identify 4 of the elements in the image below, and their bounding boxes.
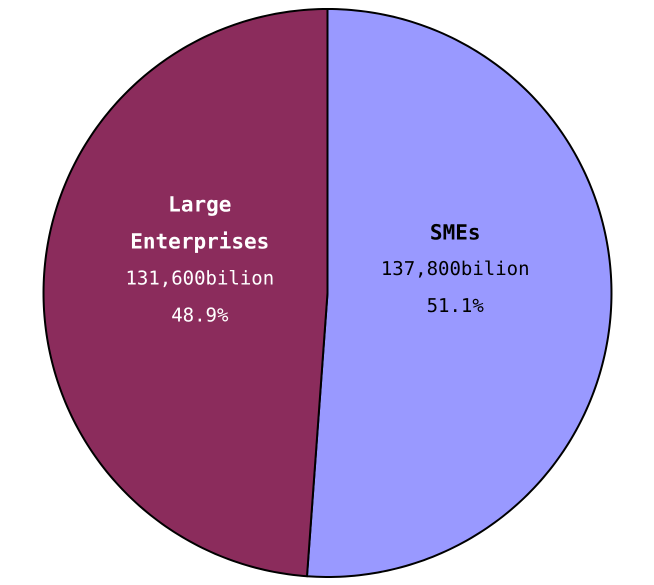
data-label: 131,600bilion 48.9% [125, 267, 274, 326]
slice-label: Large Enterprises [130, 192, 270, 254]
data-label: 137,800bilion 51.1% [380, 258, 530, 318]
slice-label: SMEs [430, 220, 480, 244]
